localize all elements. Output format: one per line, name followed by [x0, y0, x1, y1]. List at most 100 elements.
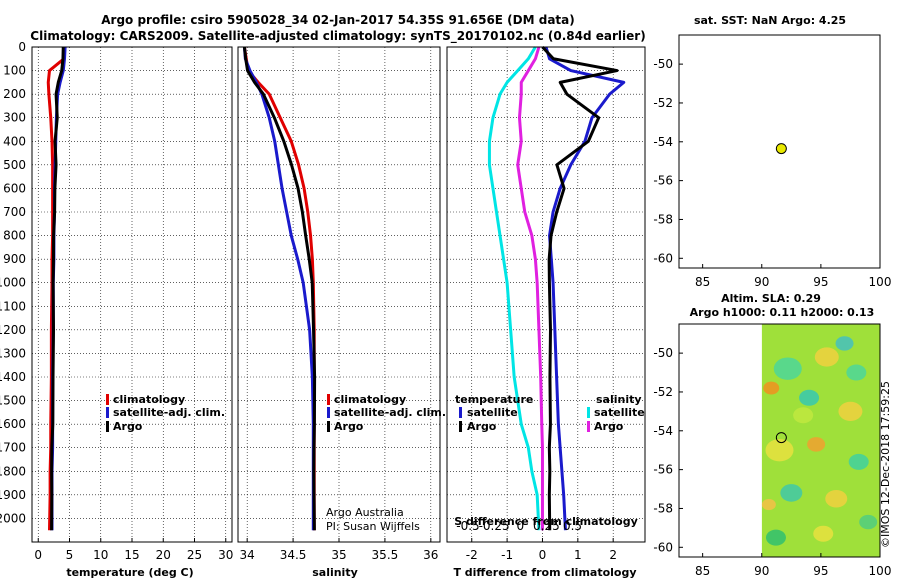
y-tick-label: 900 — [3, 252, 26, 266]
legend-label-s-argo: Argo — [594, 420, 624, 433]
x-tick-label: -2 — [466, 548, 478, 562]
y-tick-label: -50 — [653, 346, 673, 360]
x-tick-label: 1 — [574, 548, 582, 562]
x-tick-label: 15 — [124, 548, 139, 562]
y-tick-label: 200 — [3, 87, 26, 101]
heatmap-blob — [765, 439, 794, 462]
top-tick-label: -0.25 — [479, 519, 510, 533]
legend-swatch-s-argo — [587, 421, 590, 432]
difference-legend: temperature satellite Argo salinity sate… — [455, 393, 645, 433]
y-tick-label: 2000 — [0, 511, 26, 525]
x-tick-label: -1 — [501, 548, 513, 562]
plot-area — [447, 47, 645, 542]
series-line-argo — [242, 46, 317, 531]
sst-map-title: sat. SST: NaN Argo: 4.25 — [694, 14, 846, 27]
top-tick-label: -0.5 — [456, 519, 479, 533]
y-tick-label: -60 — [653, 251, 673, 265]
sst-map-panel: 85 90 95 100 -50 -52 -54 -56 -58 -60 — [653, 34, 892, 289]
y-tick-label: -60 — [653, 540, 673, 554]
legend-swatch-climatology — [106, 394, 109, 405]
y-tick-label: -54 — [653, 424, 673, 438]
y-tick-label: 800 — [3, 229, 26, 243]
sla-map-panel: 85 90 95 100 -50 -52 -54 -56 -58 -60 — [653, 323, 892, 578]
legend-label-argo: Argo — [113, 420, 143, 433]
heatmap-blob — [799, 389, 820, 406]
legend-label-t-satellite: satellite — [467, 406, 518, 419]
y-tick-label: 1900 — [0, 488, 26, 502]
x-tick-label: 100 — [869, 275, 892, 289]
y-tick-label: 1600 — [0, 417, 26, 431]
heatmap-blob — [814, 347, 839, 367]
top-tick-label: 0.5 — [563, 519, 582, 533]
x-tick-label: 100 — [869, 564, 892, 578]
y-tick-label: -54 — [653, 135, 673, 149]
legend-swatch-t-satellite — [459, 407, 462, 418]
y-tick-label: 1500 — [0, 394, 26, 408]
series-line-s-argo — [516, 46, 544, 531]
heatmap-blob — [848, 453, 869, 470]
float-position-marker — [775, 143, 787, 155]
map-frame — [678, 323, 881, 558]
y-tick-label: -52 — [653, 96, 673, 110]
y-tick-label: 1300 — [0, 346, 26, 360]
salinity-legend: climatology satellite-adj. clim. Argo Ar… — [326, 393, 446, 533]
top-tick-label: 0.25 — [533, 519, 560, 533]
y-tick-label: 400 — [3, 134, 26, 148]
y-tick-label: 100 — [3, 64, 26, 78]
sla-heatmap — [761, 324, 880, 557]
y-tick-label: 0 — [18, 40, 26, 54]
figure-title-line1: Argo profile: csiro 5905028_34 02-Jan-20… — [101, 13, 575, 28]
top-tick-label: 0 — [516, 519, 524, 533]
legend-label-argo: Argo — [334, 420, 364, 433]
difference-profile-panel: -2 -1 0 1 2 -0.5-0.25 0 0.25 0.5 — [446, 45, 646, 562]
x-tick-label: 35.5 — [372, 548, 399, 562]
series-line-t-argo — [541, 45, 619, 531]
float-position-marker — [775, 432, 787, 444]
legend-title-temperature: temperature — [455, 393, 533, 406]
x-tick-label: 90 — [754, 275, 769, 289]
x-tick-label: 10 — [93, 548, 108, 562]
heatmap-blob — [765, 529, 786, 546]
x-tick-label: 85 — [695, 275, 710, 289]
heatmap-blob — [761, 498, 776, 511]
heatmap-blob — [838, 401, 863, 421]
annotation-pi: PI: Susan Wijffels — [326, 520, 420, 533]
legend-swatch-climatology — [327, 394, 330, 405]
heatmap-blob — [773, 357, 802, 380]
heatmap-blob — [807, 437, 826, 452]
plot-area — [32, 47, 232, 542]
y-tick-label: -58 — [653, 212, 673, 226]
y-tick-label: 1800 — [0, 464, 26, 478]
figure-title-line2: Climatology: CARS2009. Satellite-adjuste… — [30, 29, 645, 44]
y-tick-label: 300 — [3, 111, 26, 125]
legend-label-satellite: satellite-adj. clim. — [334, 406, 446, 419]
y-tick-label: 1000 — [0, 276, 26, 290]
x-tick-label: 95 — [813, 564, 828, 578]
y-tick-label: -52 — [653, 385, 673, 399]
series-line-t-satellite — [544, 46, 626, 531]
y-tick-label: 500 — [3, 158, 26, 172]
salinity-xlabel: salinity — [312, 566, 358, 579]
x-tick-label: 5 — [66, 548, 74, 562]
annotation-argo-australia: Argo Australia — [326, 506, 404, 519]
imos-timestamp-label: ©IMOS 12-Dec-2018 17:59:25 — [879, 381, 892, 548]
heatmap-blob — [813, 525, 834, 542]
heatmap-blob — [763, 381, 780, 395]
plot-frame — [446, 46, 646, 543]
x-tick-label: 34.5 — [280, 548, 307, 562]
series-line-argo — [50, 46, 65, 531]
series-line-s-satellite — [487, 46, 541, 531]
s-difference-xlabel: S difference from climatology — [454, 515, 638, 528]
y-tick-label: 1200 — [0, 323, 26, 337]
t-difference-xlabel: T difference from climatology — [453, 566, 636, 579]
x-tick-label: 25 — [187, 548, 202, 562]
temperature-xlabel: temperature (deg C) — [66, 566, 193, 579]
legend-swatch-argo — [106, 421, 109, 432]
heatmap-blob — [846, 364, 867, 381]
heatmap-blob — [859, 514, 878, 530]
legend-swatch-satellite — [106, 407, 109, 418]
heatmap-blob — [780, 484, 803, 502]
temperature-legend: climatology satellite-adj. clim. Argo — [106, 393, 225, 433]
legend-swatch-argo — [327, 421, 330, 432]
